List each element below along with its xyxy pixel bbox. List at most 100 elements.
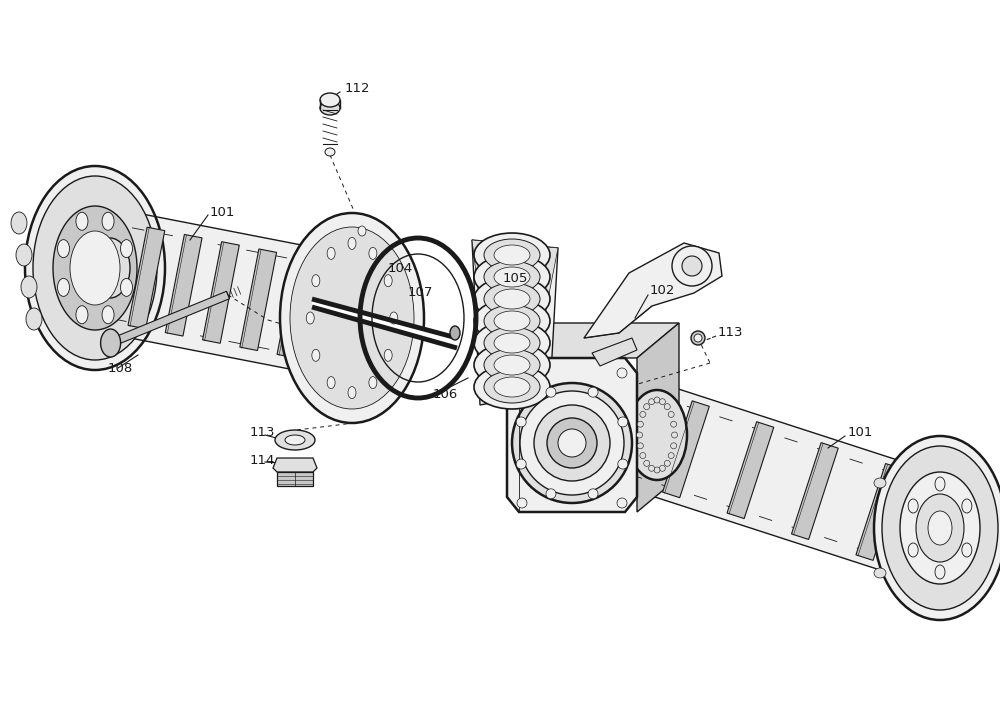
Ellipse shape (900, 487, 950, 563)
Circle shape (654, 467, 660, 473)
Ellipse shape (874, 436, 1000, 620)
Ellipse shape (928, 511, 952, 545)
Circle shape (534, 405, 610, 481)
Ellipse shape (70, 231, 120, 305)
Circle shape (637, 421, 643, 427)
Ellipse shape (474, 233, 550, 277)
Polygon shape (507, 323, 679, 358)
Ellipse shape (57, 278, 69, 296)
Text: 105: 105 (503, 272, 528, 284)
Polygon shape (663, 401, 709, 498)
Ellipse shape (874, 568, 886, 578)
Ellipse shape (474, 299, 550, 343)
Circle shape (668, 411, 674, 417)
Circle shape (516, 417, 526, 427)
Ellipse shape (285, 435, 305, 445)
Ellipse shape (484, 349, 540, 381)
Ellipse shape (882, 446, 998, 610)
Ellipse shape (484, 283, 540, 315)
Ellipse shape (348, 237, 356, 249)
Ellipse shape (76, 212, 88, 230)
Circle shape (516, 459, 526, 469)
Polygon shape (165, 234, 202, 336)
Ellipse shape (76, 306, 88, 324)
Circle shape (618, 459, 628, 469)
Text: 114: 114 (250, 453, 275, 467)
Ellipse shape (962, 543, 972, 557)
Ellipse shape (484, 261, 540, 293)
Circle shape (618, 417, 628, 427)
Circle shape (644, 460, 650, 466)
Ellipse shape (102, 212, 114, 230)
Ellipse shape (312, 275, 320, 287)
Polygon shape (472, 240, 558, 405)
Ellipse shape (358, 226, 366, 236)
Text: 113: 113 (718, 325, 744, 339)
Circle shape (682, 256, 702, 276)
Circle shape (694, 334, 702, 342)
Ellipse shape (494, 267, 530, 287)
Ellipse shape (484, 239, 540, 271)
Ellipse shape (484, 305, 540, 337)
Circle shape (668, 453, 674, 458)
Ellipse shape (627, 390, 687, 480)
Ellipse shape (320, 93, 340, 107)
Ellipse shape (280, 213, 424, 423)
Circle shape (547, 418, 597, 468)
Circle shape (659, 398, 665, 405)
Ellipse shape (16, 244, 32, 266)
Ellipse shape (327, 377, 335, 389)
Ellipse shape (101, 329, 121, 357)
Circle shape (649, 465, 655, 471)
Circle shape (664, 403, 670, 410)
Circle shape (644, 403, 650, 410)
Polygon shape (625, 383, 952, 582)
Circle shape (691, 331, 705, 345)
Polygon shape (277, 256, 314, 358)
Ellipse shape (121, 239, 133, 258)
Ellipse shape (327, 247, 335, 259)
Circle shape (664, 460, 670, 466)
Ellipse shape (916, 494, 964, 562)
Circle shape (512, 383, 632, 503)
Ellipse shape (484, 371, 540, 403)
Text: 104: 104 (388, 261, 413, 275)
Ellipse shape (494, 333, 530, 353)
Circle shape (671, 421, 677, 427)
Circle shape (546, 489, 556, 499)
Circle shape (588, 387, 598, 397)
Text: 113: 113 (250, 425, 276, 439)
Circle shape (637, 432, 642, 438)
Polygon shape (128, 227, 165, 329)
Ellipse shape (450, 326, 460, 340)
Ellipse shape (517, 498, 527, 508)
Ellipse shape (390, 312, 398, 324)
Ellipse shape (11, 212, 27, 234)
Ellipse shape (617, 368, 627, 378)
Ellipse shape (21, 276, 37, 298)
Circle shape (649, 398, 655, 405)
Ellipse shape (494, 355, 530, 375)
Ellipse shape (494, 311, 530, 331)
Polygon shape (116, 291, 230, 344)
Polygon shape (273, 458, 317, 472)
Polygon shape (637, 323, 679, 512)
Circle shape (637, 443, 643, 449)
Polygon shape (856, 463, 903, 560)
Ellipse shape (908, 543, 918, 557)
Ellipse shape (290, 227, 414, 409)
Text: 107: 107 (408, 286, 433, 298)
Ellipse shape (935, 477, 945, 491)
Ellipse shape (617, 498, 627, 508)
Text: 102: 102 (650, 284, 675, 296)
Ellipse shape (384, 349, 392, 361)
Circle shape (654, 397, 660, 403)
Ellipse shape (53, 206, 137, 330)
Ellipse shape (57, 239, 69, 258)
Ellipse shape (962, 499, 972, 513)
Ellipse shape (384, 275, 392, 287)
Circle shape (640, 453, 646, 458)
Ellipse shape (484, 327, 540, 359)
Circle shape (558, 429, 586, 457)
Polygon shape (727, 422, 774, 519)
